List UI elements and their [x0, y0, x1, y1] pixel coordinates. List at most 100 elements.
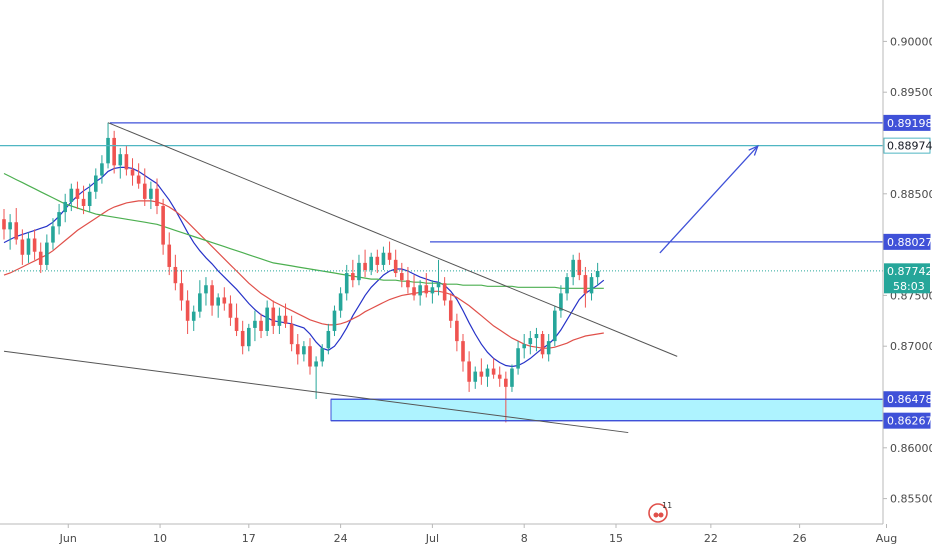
candle-body [332, 310, 337, 331]
candle-body [295, 344, 300, 355]
candle [38, 242, 43, 274]
candle [75, 181, 80, 210]
candle-body [259, 320, 263, 331]
drawing-tools[interactable] [0, 122, 883, 434]
candle-body [320, 348, 325, 362]
candle-body [302, 346, 306, 355]
candle [424, 273, 429, 298]
logo-badge: 11 [662, 501, 672, 510]
candle [191, 305, 196, 331]
projection-arrow-head [748, 144, 759, 156]
tradingview-logo-icon[interactable]: 11 [648, 501, 672, 523]
candle [448, 293, 453, 328]
candle [222, 287, 227, 311]
candle-body [375, 256, 380, 265]
candle-body [130, 169, 135, 176]
candle [595, 262, 600, 286]
candle-body [344, 273, 349, 294]
candle [228, 295, 233, 326]
candle [473, 366, 478, 389]
candle-body [338, 293, 343, 311]
price-tick-label: 0.87000 [890, 340, 932, 353]
candle-body [314, 361, 318, 367]
candle-body [559, 293, 563, 311]
candle [528, 330, 533, 355]
price-tick-label: 0.90000 [890, 35, 932, 48]
candle [63, 193, 67, 223]
support-zone-rect[interactable] [330, 398, 884, 422]
candle [210, 280, 214, 316]
candle-body [516, 348, 520, 369]
price-axis[interactable]: 0.900000.895000.885000.875000.870000.860… [882, 0, 932, 524]
candle [461, 334, 465, 372]
price-tick-label: 0.88500 [890, 188, 932, 201]
candle [436, 259, 441, 296]
candle-body [204, 285, 208, 294]
candle [565, 273, 569, 301]
candle [589, 273, 594, 301]
candle [14, 208, 19, 245]
candle [516, 341, 520, 375]
candle-body [553, 310, 557, 342]
candle-body [326, 330, 331, 349]
price-tag-resistance-target [883, 137, 931, 154]
candle [314, 356, 318, 400]
candle-body [51, 226, 55, 243]
candle [504, 371, 508, 423]
candle-body [571, 259, 575, 278]
candle-body [124, 154, 129, 170]
candle [308, 338, 312, 375]
candle-body [357, 262, 361, 281]
time-tick-label: 22 [704, 532, 718, 545]
candle [442, 277, 447, 306]
candle-body [436, 283, 441, 288]
countdown-label: 58:03 [893, 280, 925, 293]
candle [136, 163, 141, 189]
price-tag-label: 0.86478 [887, 393, 932, 406]
time-axis[interactable]: Jun 10 17 24 Jul 8 15 22 26 Aug [0, 523, 897, 545]
candle [479, 358, 484, 385]
candle [271, 300, 276, 335]
candle [2, 209, 6, 240]
candle [100, 155, 104, 184]
price-tag-resistance-high [883, 114, 931, 131]
candle [20, 229, 25, 265]
candle-body [387, 252, 392, 260]
candle-body [45, 242, 49, 265]
candle-body [118, 154, 123, 166]
candle-body [497, 374, 502, 379]
candle [332, 305, 337, 337]
candle-body [20, 239, 25, 255]
candle-body [393, 259, 398, 274]
trendline-lower-channel[interactable] [3, 350, 629, 434]
candle-body [94, 175, 98, 192]
candle-body [406, 280, 410, 288]
candle-body [112, 137, 116, 166]
candle-body [485, 368, 490, 377]
price-tag-support-bottom [883, 412, 931, 429]
candle [510, 364, 514, 392]
candle [204, 277, 208, 306]
candle-body [149, 188, 153, 199]
candle-body [240, 330, 245, 347]
candle [491, 358, 496, 379]
candle [253, 310, 257, 342]
candle-body [161, 205, 165, 245]
candle-body [412, 287, 416, 296]
candle-body [534, 334, 539, 339]
price-tag-label: 0.88027 [887, 236, 932, 249]
candle-body [136, 175, 141, 184]
candle [344, 264, 349, 301]
candle-body [216, 297, 220, 306]
candle-body [540, 334, 545, 355]
price-tick-label: 0.86000 [890, 442, 932, 455]
candle-body [424, 285, 429, 294]
candle [289, 315, 294, 352]
candle-body [234, 317, 239, 331]
moving-average-line-2 [3, 200, 604, 349]
candle [338, 287, 343, 318]
candle-body [522, 344, 526, 349]
trendline-descending-resistance[interactable] [107, 122, 678, 357]
projection-arrow[interactable] [659, 145, 759, 254]
